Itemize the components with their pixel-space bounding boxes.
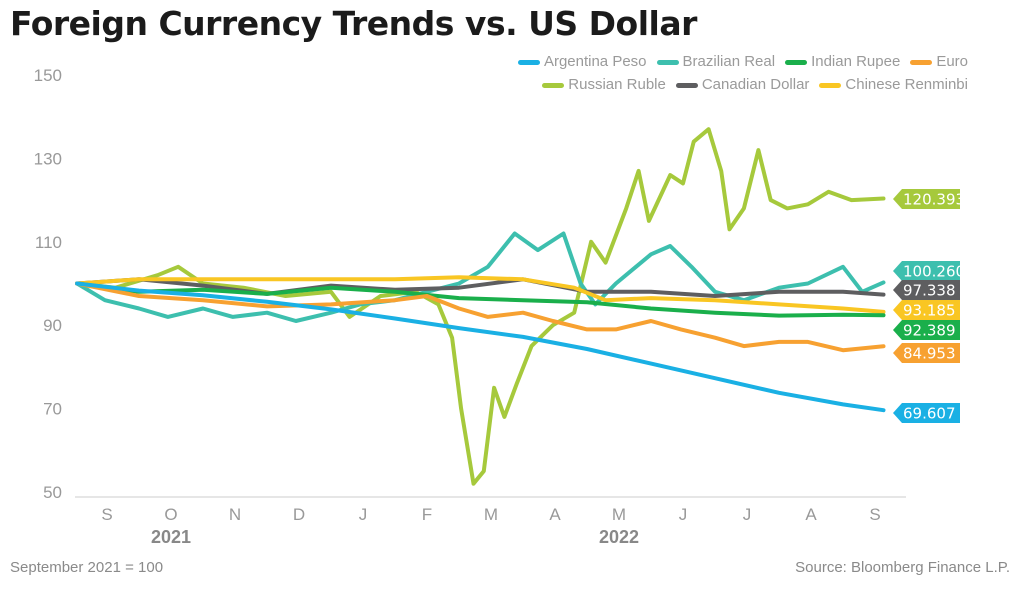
legend-item: Argentina Peso: [517, 50, 647, 73]
x-tick-label: F: [422, 505, 432, 524]
legend-swatch: [910, 59, 933, 65]
legend-swatch: [819, 82, 842, 88]
legend-label: Russian Ruble: [568, 76, 666, 93]
y-tick-label: 150: [34, 66, 62, 85]
x-tick-label: M: [612, 505, 626, 524]
end-value-label: 120.393: [903, 191, 965, 209]
x-tick-label: J: [359, 505, 368, 524]
series-line-chinese-renminbi: [75, 275, 886, 314]
y-tick-label: 110: [35, 233, 62, 252]
year-label: 2022: [599, 527, 639, 547]
footnote: September 2021 = 100: [10, 559, 164, 576]
legend-item: Euro: [910, 50, 968, 73]
legend-swatch: [675, 82, 698, 88]
chart-title: Foreign Currency Trends vs. US Dollar: [10, 4, 697, 43]
legend-label: Euro: [936, 53, 968, 70]
x-tick-label: S: [869, 505, 880, 524]
end-value-tag: [893, 343, 960, 363]
end-value-tag: [893, 280, 960, 300]
end-value-tag: [893, 403, 960, 423]
end-value-label: 100.260: [903, 263, 965, 281]
legend-swatch: [656, 59, 679, 65]
legend-item: Brazilian Real: [656, 50, 776, 73]
legend-label: Argentina Peso: [543, 53, 647, 70]
legend-item: Chinese Renminbi: [819, 73, 968, 96]
x-tick-label: A: [805, 505, 817, 524]
legend-swatch: [517, 59, 540, 65]
series-line-indian-rupee: [75, 281, 886, 318]
legend-item: Russian Ruble: [542, 73, 666, 96]
x-tick-label: J: [679, 505, 688, 524]
series-line-brazilian-real: [75, 231, 886, 323]
legend-item: Canadian Dollar: [675, 73, 810, 96]
legend-item: Indian Rupee: [785, 50, 900, 73]
source-note: Source: Bloomberg Finance L.P.: [795, 559, 1010, 576]
end-value-label: 69.607: [903, 405, 956, 423]
legend-label: Canadian Dollar: [701, 76, 810, 93]
series-line-russian-ruble: [75, 127, 886, 486]
y-tick-label: 130: [34, 149, 62, 168]
end-value-tag: [893, 320, 960, 340]
end-value-tag: [893, 261, 960, 281]
series-line-argentina-peso: [75, 281, 886, 413]
legend-swatch: [785, 59, 808, 65]
end-value-tag: [893, 300, 960, 320]
series-line-canadian-dollar: [75, 277, 886, 298]
end-value-tag: [893, 189, 960, 209]
end-value-label: 93.185: [903, 302, 956, 320]
legend: Argentina Peso Brazilian Real Indian Rupee…: [448, 50, 968, 96]
x-tick-label: N: [229, 505, 241, 524]
x-tick-label: A: [549, 505, 561, 524]
legend-swatch: [542, 82, 565, 88]
x-tick-label: D: [293, 505, 305, 524]
x-tick-label: S: [101, 505, 112, 524]
end-value-label: 97.338: [903, 282, 956, 300]
x-tick-label: O: [164, 505, 177, 524]
y-tick-label: 50: [43, 483, 62, 502]
legend-label: Indian Rupee: [811, 53, 901, 70]
end-value-label: 92.389: [903, 322, 956, 340]
end-value-label: 84.953: [903, 345, 956, 363]
x-tick-label: M: [484, 505, 498, 524]
legend-label: Chinese Renminbi: [845, 76, 968, 93]
legend-label: Brazilian Real: [682, 53, 776, 70]
x-tick-label: J: [743, 505, 752, 524]
y-tick-label: 90: [43, 316, 62, 335]
y-tick-label: 70: [43, 400, 62, 419]
year-label: 2021: [151, 527, 191, 547]
